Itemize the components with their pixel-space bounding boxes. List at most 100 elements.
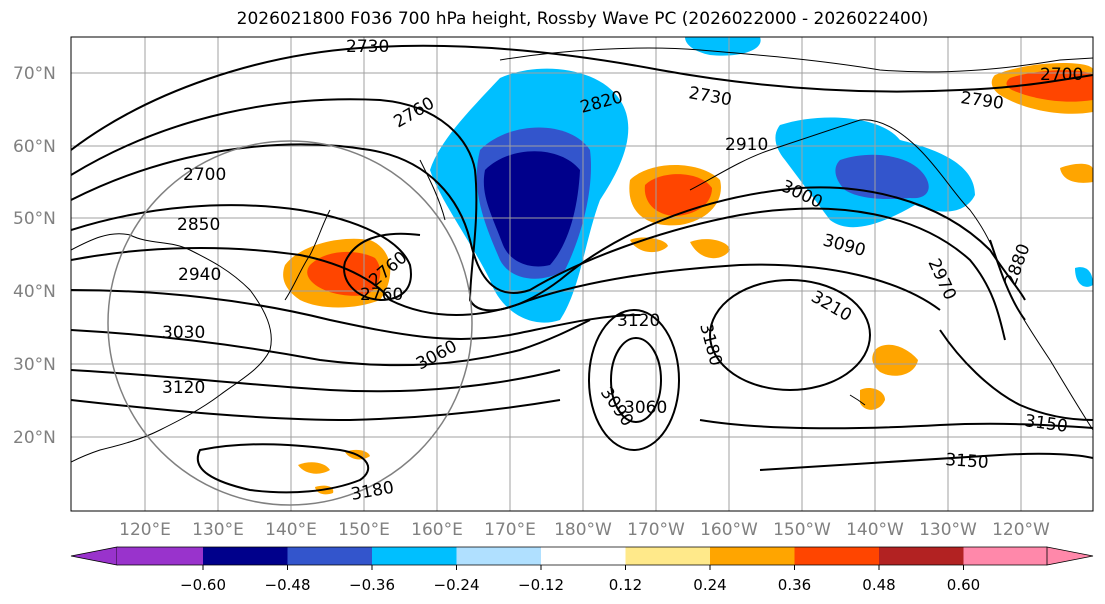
contour-label: 2760 <box>360 285 403 305</box>
contour-label: 2760 <box>391 93 438 132</box>
lon-label: 130°W <box>919 520 977 540</box>
colorbar-segment <box>879 547 964 565</box>
colorbar-tick-label: 0.36 <box>778 576 811 594</box>
colorbar-segment <box>963 547 1047 565</box>
lat-label: 30°N <box>13 355 56 375</box>
contour-line <box>71 204 421 302</box>
colorbar-tick-label: −0.60 <box>180 576 226 594</box>
negative-anomaly-max <box>483 151 580 267</box>
lon-label: 150°W <box>773 520 831 540</box>
contour-line <box>71 289 641 341</box>
contour-label: 3120 <box>617 311 660 331</box>
positive-anomaly-core <box>644 174 712 216</box>
lat-label: 40°N <box>13 282 56 302</box>
contour-line <box>197 443 370 494</box>
colorbar-tick-label: −0.12 <box>518 576 564 594</box>
coastline-alaska <box>689 119 1001 271</box>
colorbar-segment <box>287 547 372 565</box>
contour-line <box>71 98 1026 312</box>
contour-label: 3090 <box>821 231 868 262</box>
colorbar-segment <box>710 547 795 565</box>
longitude-labels: 120°E 130°E 140°E 150°E 160°E 170°E 180°… <box>119 520 1050 540</box>
lon-label: 150°E <box>338 520 390 540</box>
colorbar-segment <box>794 547 879 565</box>
colorbar-segment <box>625 547 710 565</box>
contour-label: 3150 <box>1023 411 1069 437</box>
positive-anomaly-region <box>872 344 918 376</box>
lon-label: 130°E <box>192 520 244 540</box>
contour-label: 3120 <box>162 378 205 398</box>
contour-line <box>759 452 1093 471</box>
lon-label: 120°W <box>992 520 1050 540</box>
lon-label: 140°E <box>265 520 317 540</box>
map-frame <box>70 36 1094 512</box>
contour-label: 2880 <box>1001 241 1035 288</box>
lon-label: 160°W <box>700 520 758 540</box>
contour-line <box>71 247 941 316</box>
coastline-asia <box>71 233 272 463</box>
colorbar-segment <box>203 547 288 565</box>
colorbar-segment <box>541 547 626 565</box>
chart-title: 2026021800 F036 700 hPa height, Rossby W… <box>236 9 929 29</box>
contour-line <box>71 319 591 367</box>
colorbar-segment <box>117 547 203 565</box>
lon-label: 180°W <box>554 520 612 540</box>
coastline-japan <box>284 209 331 301</box>
contour-closed-high <box>709 279 871 391</box>
negative-anomaly-region <box>685 37 761 56</box>
contour-label: 2850 <box>177 215 220 235</box>
contour-label: 3210 <box>808 287 855 326</box>
lon-label: 140°W <box>846 520 904 540</box>
positive-anomaly-region <box>1060 163 1093 183</box>
colorbar-segment <box>372 547 457 565</box>
colorbar-tick-label: 0.24 <box>693 576 726 594</box>
coastline-hawaii <box>849 394 866 406</box>
lon-label: 160°E <box>411 520 463 540</box>
contour-label: 2910 <box>725 135 768 155</box>
contour-label: 2730 <box>346 37 389 57</box>
coastline-north-america <box>999 269 1093 431</box>
lat-label: 70°N <box>13 64 56 84</box>
contour-line <box>699 419 1093 430</box>
colorbar-ticks <box>202 565 964 570</box>
contour-closed-low <box>610 337 662 423</box>
height-contours <box>71 44 1093 494</box>
contour-line <box>71 44 1093 151</box>
colorbar: −0.60 −0.48 −0.36 −0.24 −0.12 0.12 0.24 … <box>70 546 1094 594</box>
lon-label: 170°W <box>627 520 685 540</box>
latitude-labels: 70°N 60°N 50°N 40°N 30°N 20°N <box>13 64 56 448</box>
positive-anomaly-region <box>630 237 668 253</box>
colorbar-segment <box>1046 546 1094 566</box>
colorbar-tick-label: −0.24 <box>434 576 480 594</box>
positive-anomaly-region <box>298 462 330 474</box>
positive-anomaly-region <box>690 239 730 259</box>
contour-line <box>939 329 1093 421</box>
colorbar-tick-label: 0.60 <box>947 576 980 594</box>
contour-label: 3030 <box>162 323 205 343</box>
colorbar-tick-label: 0.48 <box>862 576 895 594</box>
projection-circle <box>107 140 473 506</box>
colorbar-segment <box>456 547 541 565</box>
lat-label: 50°N <box>13 209 56 229</box>
contour-line <box>71 399 561 422</box>
lat-label: 60°N <box>13 137 56 157</box>
colorbar-tick-label: 0.12 <box>609 576 642 594</box>
contour-line <box>71 369 561 393</box>
colorbar-tick-label: −0.36 <box>349 576 395 594</box>
contour-label: 2730 <box>687 83 733 110</box>
contour-label: 2700 <box>183 165 226 185</box>
coastline-arctic <box>499 47 1093 73</box>
negative-anomaly-core <box>835 154 929 200</box>
contour-closed-low <box>588 309 680 451</box>
contour-label: 2940 <box>178 265 221 285</box>
contour-label: 3060 <box>624 398 667 418</box>
negative-anomaly-region <box>1075 267 1093 287</box>
contour-label: 3180 <box>695 321 726 368</box>
contour-line <box>989 239 1026 321</box>
positive-anomaly-region <box>860 388 885 410</box>
lat-label: 20°N <box>13 428 56 448</box>
contour-label: 2700 <box>1040 65 1083 85</box>
colorbar-tick-label: −0.48 <box>265 576 311 594</box>
contour-label: 3150 <box>945 450 990 473</box>
